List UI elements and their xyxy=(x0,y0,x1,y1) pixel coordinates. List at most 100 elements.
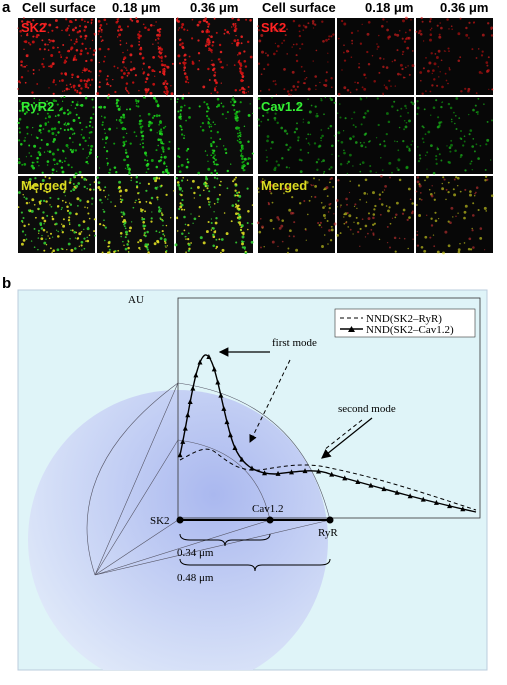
signal-dot xyxy=(86,52,89,55)
signal-dot xyxy=(406,218,409,222)
signal-dot xyxy=(318,223,321,227)
signal-dot xyxy=(36,136,39,140)
curve-marker xyxy=(224,419,230,425)
signal-dot xyxy=(154,186,157,189)
signal-dot xyxy=(235,176,237,179)
signal-dot xyxy=(357,184,361,187)
signal-dot xyxy=(152,43,154,45)
signal-dot xyxy=(226,169,230,173)
signal-dot xyxy=(100,40,103,43)
signal-dot xyxy=(431,27,433,29)
signal-dot xyxy=(243,248,246,250)
signal-dot xyxy=(188,247,191,251)
signal-dot xyxy=(343,151,346,155)
curve-marker xyxy=(316,468,322,474)
signal-dot xyxy=(159,217,162,220)
signal-dot xyxy=(469,193,472,197)
signal-dot xyxy=(223,145,225,147)
signal-dot xyxy=(83,79,86,82)
signal-dot xyxy=(26,20,30,24)
signal-dot xyxy=(396,167,398,169)
curve-marker xyxy=(218,392,224,398)
signal-dot xyxy=(160,51,163,54)
signal-dot xyxy=(147,182,150,185)
signal-dot xyxy=(79,79,83,83)
signal-dot xyxy=(20,211,23,214)
signal-dot xyxy=(481,72,483,75)
signal-dot xyxy=(436,84,439,87)
signal-dot xyxy=(455,97,459,100)
signal-dot xyxy=(186,78,189,81)
signal-dot xyxy=(120,69,123,72)
signal-dot xyxy=(101,39,104,42)
signal-dot xyxy=(373,208,376,211)
signal-dot xyxy=(360,144,364,148)
signal-dot xyxy=(303,200,306,202)
signal-dot xyxy=(67,242,71,246)
signal-dot xyxy=(213,157,216,160)
signal-dot xyxy=(283,39,286,42)
signal-dot xyxy=(305,181,309,184)
signal-dot xyxy=(135,105,138,107)
signal-dot xyxy=(211,149,214,151)
signal-dot xyxy=(292,19,296,23)
signal-dot xyxy=(305,229,307,232)
signal-dot xyxy=(178,207,181,211)
signal-dot xyxy=(223,212,226,214)
signal-dot xyxy=(92,106,95,109)
signal-dot xyxy=(404,104,407,108)
signal-dot xyxy=(107,83,110,86)
signal-dot xyxy=(33,203,36,206)
signal-dot xyxy=(260,246,262,249)
signal-dot xyxy=(448,28,450,30)
signal-dot xyxy=(326,195,329,197)
signal-dot xyxy=(471,168,474,171)
signal-dot xyxy=(40,138,43,142)
signal-dot xyxy=(58,50,61,54)
signal-dot xyxy=(295,54,298,57)
signal-dot xyxy=(330,35,333,38)
signal-dot xyxy=(239,149,242,151)
signal-dot xyxy=(141,138,144,141)
signal-dot xyxy=(53,127,57,130)
signal-dot xyxy=(286,186,290,189)
signal-dot xyxy=(74,149,78,152)
signal-dot xyxy=(124,151,128,155)
signal-dot xyxy=(258,107,261,110)
signal-dot xyxy=(468,37,470,39)
signal-dot xyxy=(233,104,235,107)
signal-dot xyxy=(490,119,494,122)
signal-dot xyxy=(82,69,84,72)
signal-dot xyxy=(469,248,473,251)
signal-dot xyxy=(257,29,261,32)
signal-dot xyxy=(34,183,37,187)
signal-dot xyxy=(161,146,165,150)
signal-dot xyxy=(66,209,70,213)
signal-dot xyxy=(145,77,149,80)
signal-dot xyxy=(435,158,438,161)
signal-dot xyxy=(130,221,133,223)
signal-dot xyxy=(135,17,138,20)
signal-dot xyxy=(427,130,431,134)
signal-dot xyxy=(133,131,136,134)
signal-dot xyxy=(106,251,110,254)
signal-dot xyxy=(343,213,346,216)
signal-dot xyxy=(80,244,83,247)
signal-dot xyxy=(72,59,75,62)
signal-dot xyxy=(436,250,440,254)
signal-dot xyxy=(187,223,190,227)
signal-dot xyxy=(207,220,210,224)
signal-dot xyxy=(467,87,471,91)
signal-dot xyxy=(59,107,63,111)
signal-dot xyxy=(322,159,325,162)
signal-dot xyxy=(144,151,147,155)
signal-dot xyxy=(453,193,457,197)
signal-dot xyxy=(240,224,244,228)
curve-marker xyxy=(262,470,268,476)
signal-dot xyxy=(188,92,190,94)
signal-dot xyxy=(155,230,158,233)
signal-dot xyxy=(159,132,162,135)
signal-dot xyxy=(61,199,64,202)
signal-dot xyxy=(357,230,360,234)
signal-dot xyxy=(28,21,31,24)
